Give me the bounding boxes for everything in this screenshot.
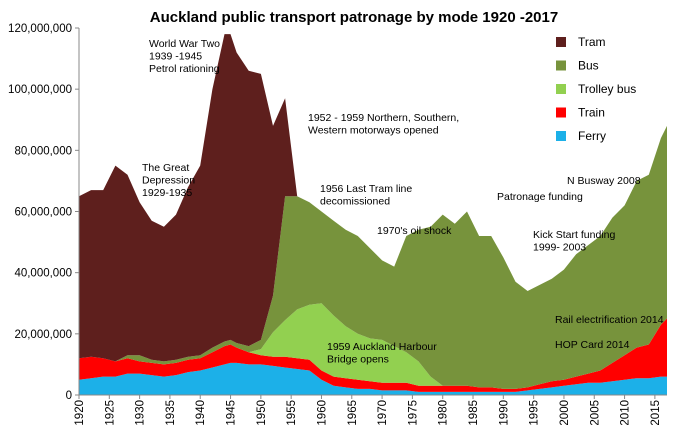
x-tick-label: 2010 — [620, 400, 632, 426]
x-tick-label: 1980 — [438, 400, 450, 426]
x-tick-label: 1985 — [468, 400, 480, 426]
chart-title: Auckland public transport patronage by m… — [150, 9, 558, 26]
y-tick-label: 100,000,000 — [8, 84, 72, 96]
y-tick-label: 40,000,000 — [14, 268, 72, 280]
x-tick-label: 1920 — [74, 400, 86, 426]
legend-swatch — [556, 37, 566, 47]
x-tick-label: 2000 — [559, 400, 571, 426]
x-tick-label: 2015 — [650, 400, 662, 426]
x-tick-label: 1930 — [135, 400, 147, 426]
y-tick-label: 20,000,000 — [14, 329, 72, 341]
area-ferry — [79, 362, 667, 395]
annotation: Patronage funding — [497, 191, 583, 203]
annotation: 1970's oil shock — [377, 225, 452, 237]
areas — [79, 34, 667, 395]
annotation: 1999- 2003 — [533, 242, 586, 254]
annotation: Kick Start funding — [533, 229, 615, 241]
legend-label: Ferry — [578, 129, 606, 143]
annotation: 1929-1935 — [142, 187, 192, 199]
x-tick-label: 1925 — [104, 400, 116, 426]
x-tick-label: 1935 — [165, 400, 177, 426]
annotation: Petrol rationing — [149, 63, 220, 75]
annotation: decomissioned — [320, 196, 390, 208]
area-trolley-bus — [79, 303, 667, 389]
annotation: 1959 Auckland Harbour — [327, 341, 437, 353]
x-tick-label: 1945 — [226, 400, 238, 426]
x-tick-label: 1940 — [195, 400, 207, 426]
x-tick-label: 2005 — [589, 400, 601, 426]
annotation: Bridge opens — [327, 354, 389, 366]
area-tram — [79, 34, 667, 362]
legend-swatch — [556, 84, 566, 94]
annotation: World War Two — [149, 38, 220, 50]
annotation: Western motorways opened — [308, 125, 439, 137]
x-tick-label: 1950 — [256, 400, 268, 426]
legend-swatch — [556, 60, 566, 71]
legend-label: Bus — [578, 59, 599, 73]
y-tick-label: 120,000,000 — [8, 23, 72, 35]
annotation: N Busway 2008 — [567, 175, 641, 187]
annotation: 1956 Last Tram line — [320, 183, 412, 195]
x-tick-label: 1955 — [286, 400, 298, 426]
x-tick-label: 1965 — [347, 400, 359, 426]
annotation: 1939 -1945 — [149, 51, 202, 63]
annotation: HOP Card 2014 — [555, 339, 630, 351]
y-tick-label: 80,000,000 — [14, 145, 72, 157]
y-tick-label: 60,000,000 — [14, 207, 72, 219]
legend-swatch — [556, 107, 566, 118]
legend-label: Tram — [578, 35, 606, 49]
x-tick-label: 1970 — [377, 400, 389, 426]
area-bus — [79, 125, 667, 389]
x-tick-label: 1990 — [498, 400, 510, 426]
x-tick-label: 1975 — [407, 400, 419, 426]
annotation: Depression — [142, 175, 195, 187]
annotation: 1952 - 1959 Northern, Southern, — [308, 112, 459, 124]
annotation: The Great — [142, 162, 189, 174]
legend-swatch — [556, 131, 566, 141]
annotation: Rail electrification 2014 — [555, 314, 664, 326]
legend-label: Train — [578, 106, 605, 120]
x-tick-label: 1960 — [316, 400, 328, 426]
legend-label: Trolley bus — [578, 82, 636, 96]
x-tick-label: 1995 — [529, 400, 541, 426]
y-tick-label: 0 — [66, 390, 72, 402]
